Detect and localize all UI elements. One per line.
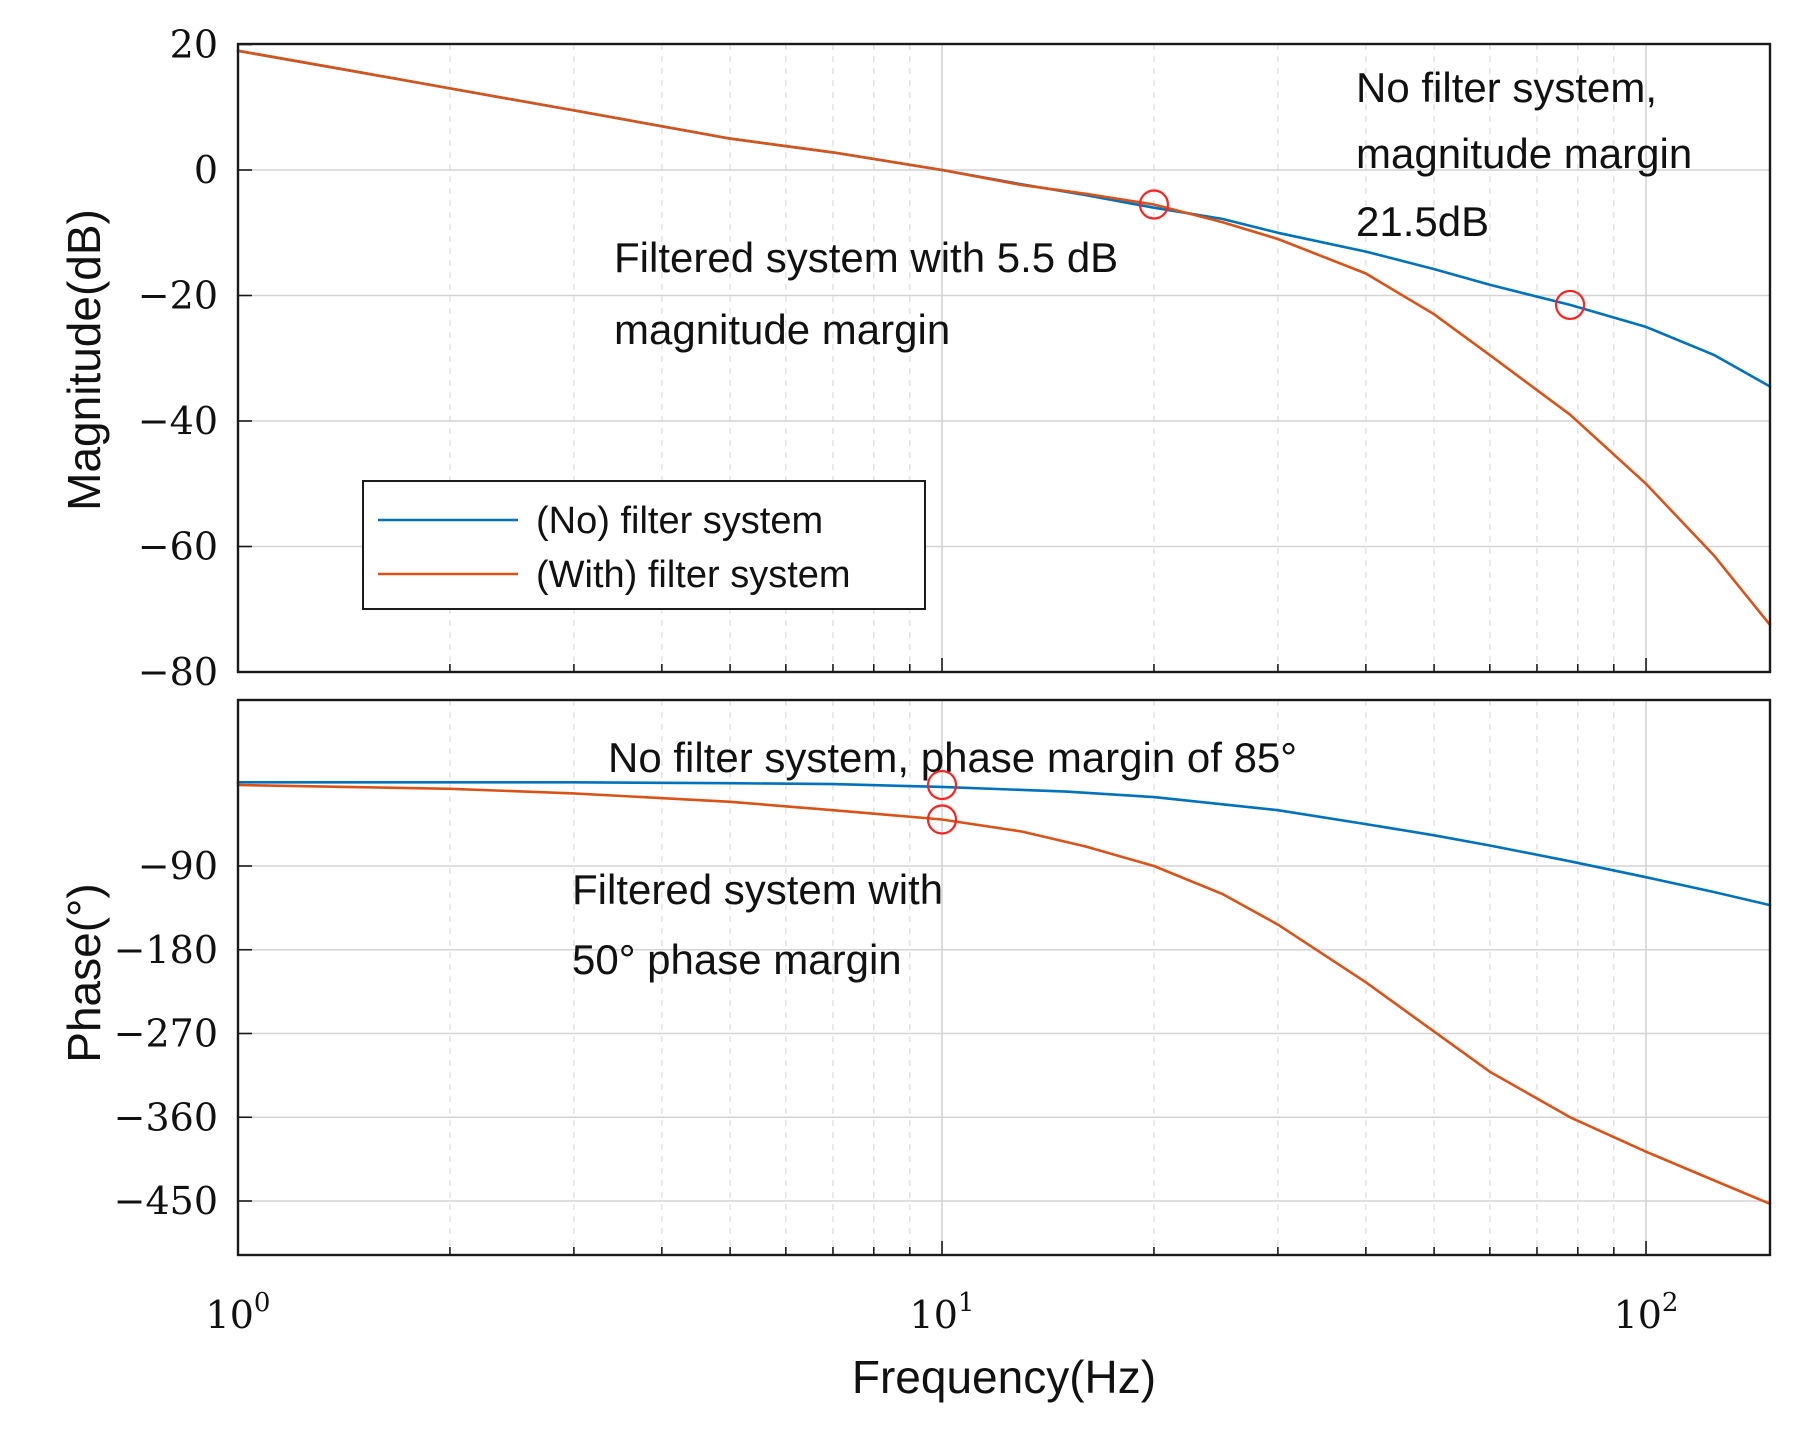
phase-ytick-label-4: −450 [114,1179,218,1223]
phase-series-with-filter-line [236,783,1772,1206]
xtick-label-exponent-1: 1 [958,1288,975,1318]
mag-no-filter-annotation-line-1: No filter system, [1356,64,1657,111]
legend-box [362,480,926,610]
magnitude-y-axis-title: Magnitude(dB) [58,209,110,511]
magnitude-margin-marker-1 [1554,289,1586,321]
magnitude-ytick-label-4: −60 [138,525,218,569]
magnitude-ytick-label-0: 20 [170,23,218,67]
mag-no-filter-annotation-line-2: magnitude margin [1356,130,1692,177]
margin-markers [926,189,1586,835]
magnitude-ytick-label-1: 0 [194,148,218,192]
mag-filtered-annotation-line-1: Filtered system with 5.5 dB [614,234,1118,281]
phase-ytick-label-1: −180 [114,928,218,972]
magnitude-ytick-label-5: −80 [138,650,218,694]
xtick-label-exponent-0: 0 [254,1288,271,1318]
phase-margin-marker-0 [926,769,958,801]
magnitude-ytick-label-3: −40 [138,399,218,443]
magnitude-ytick-label-2: −20 [138,274,218,318]
xtick-label-exponent-2: 2 [1662,1288,1679,1318]
phase-ytick-label-0: −90 [138,844,218,888]
magnitude-axes-frame [236,42,1772,674]
x-axis-title: Frequency(Hz) [852,1351,1156,1403]
phase-filtered-annotation-line-2: 50° phase margin [572,936,902,983]
phase-margin-marker-1 [926,804,958,835]
xtick-label-0: 100 [206,1288,271,1337]
legend-label-no-filter: (No) filter system [536,500,823,542]
phase-no-filter-annotation: No filter system, phase margin of 85° [608,734,1297,781]
phase-series-no-filter-line [236,781,1772,907]
legend: (No) filter system (With) filter system [362,480,926,610]
magnitude-series-with-filter-line [236,49,1772,627]
magnitude-margin-marker-0 [1138,189,1170,220]
phase-y-axis-title: Phase(°) [58,883,110,1062]
phase-ytick-label-2: −270 [114,1012,218,1056]
grid-lines [237,43,1770,1255]
phase-axes-frame [236,698,1772,1257]
legend-label-with-filter: (With) filter system [536,554,851,596]
phase-filtered-annotation-line-1: Filtered system with [572,866,943,913]
mag-filtered-annotation-line-2: magnitude margin [614,306,950,353]
phase-ytick-label-3: −360 [114,1095,218,1139]
xtick-label-2: 102 [1614,1288,1679,1337]
xtick-label-1: 101 [910,1288,975,1337]
data-series [236,49,1772,1206]
mag-no-filter-annotation-line-3: 21.5dB [1356,198,1489,245]
